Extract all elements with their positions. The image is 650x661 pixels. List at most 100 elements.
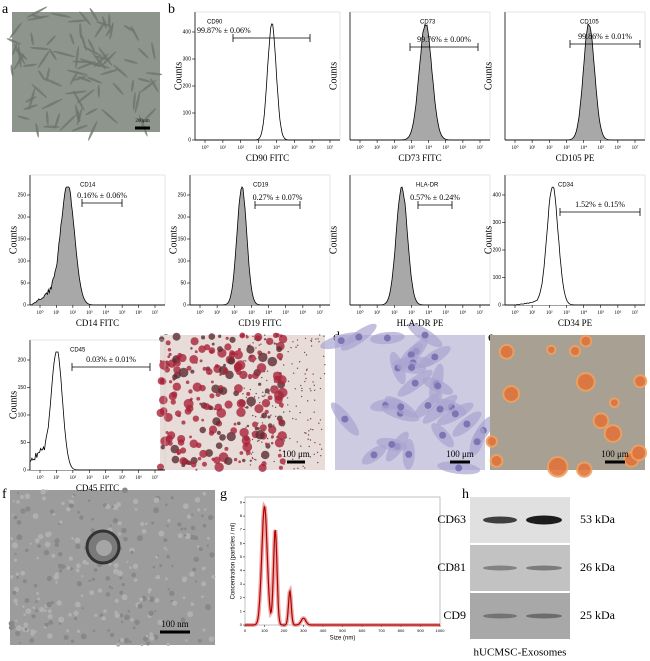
grain	[201, 566, 206, 571]
stain-spot	[201, 418, 205, 422]
gate-label: 99.76% ± 0.00%	[417, 35, 471, 44]
droplet	[592, 412, 610, 430]
stain-spot	[279, 378, 282, 381]
x-tick-label: 10²	[391, 145, 398, 151]
stain-spot	[261, 412, 268, 419]
stain-spot	[189, 439, 199, 448]
cell	[9, 22, 22, 39]
stain-spot	[226, 431, 236, 442]
stain-spot	[246, 424, 250, 428]
droplet	[608, 397, 620, 409]
grain	[108, 585, 112, 589]
grain	[198, 547, 203, 552]
x-tick-label: 10⁵	[291, 145, 298, 151]
stain-spot	[265, 442, 268, 446]
stain-spot	[313, 399, 316, 401]
stain-spot	[299, 411, 301, 414]
grain	[79, 515, 84, 520]
grain	[52, 512, 56, 516]
y-tick-label: 0	[23, 302, 26, 308]
grain	[186, 514, 192, 519]
grain	[75, 601, 81, 608]
droplet	[633, 374, 648, 389]
grain	[165, 503, 168, 506]
stain-spot	[252, 372, 259, 380]
grain	[57, 563, 64, 569]
grain	[68, 612, 72, 617]
panel-label: h	[462, 487, 469, 502]
x-tick-label: 600	[359, 628, 366, 633]
grain	[202, 523, 207, 528]
x-tick-label: 10⁵	[597, 310, 604, 316]
grain	[75, 568, 80, 573]
nucleus	[424, 401, 432, 409]
stain-spot	[255, 459, 257, 461]
cell	[45, 67, 50, 82]
stain-spot	[190, 347, 193, 350]
x-tick-label: 10³	[408, 145, 415, 151]
y-tick-label: 50	[180, 280, 186, 286]
grain	[47, 609, 52, 614]
scale-bar-label: 100 μm	[282, 449, 310, 459]
stain-spot	[159, 395, 168, 405]
stain-spot	[190, 461, 197, 468]
grain	[177, 522, 182, 527]
y-tick-label: 300	[183, 56, 192, 62]
y-axis-label: Counts	[483, 226, 494, 254]
grain	[119, 613, 124, 618]
stain-spot	[258, 429, 261, 432]
x-tick-label: 10⁵	[442, 145, 449, 151]
marker-label: CD90	[207, 20, 223, 26]
cell	[97, 84, 101, 98]
cell	[131, 79, 134, 92]
x-axis-label: HLA-DR PE	[397, 318, 444, 328]
grain	[166, 524, 169, 528]
grain	[15, 630, 21, 637]
grain	[130, 617, 134, 622]
grain	[16, 520, 22, 525]
grain	[128, 640, 132, 644]
stain-spot	[233, 350, 243, 360]
grain	[15, 625, 22, 632]
x-tick-label: 10⁷	[152, 475, 159, 481]
y-tick-label: 50	[20, 440, 26, 446]
grain	[22, 605, 25, 608]
grain	[108, 562, 112, 566]
stain-spot	[274, 381, 276, 383]
stain-spot	[156, 463, 164, 471]
stain-spot	[168, 352, 172, 357]
nucleus	[405, 450, 413, 458]
cell	[59, 114, 77, 131]
stain-spot	[296, 367, 299, 369]
grain	[156, 574, 161, 580]
x-axis-label: CD14 FITC	[76, 318, 119, 328]
stain-spot	[255, 347, 257, 349]
grain	[61, 501, 65, 506]
grain	[43, 626, 47, 629]
cell	[88, 120, 98, 141]
stain-spot	[214, 364, 219, 368]
stain-spot	[234, 362, 243, 371]
stain-spot	[246, 454, 248, 456]
stain-spot	[172, 363, 176, 367]
grain	[157, 619, 163, 626]
stain-spot	[237, 347, 241, 352]
x-tick-label: 10⁰	[356, 310, 363, 316]
stain-spot	[283, 440, 286, 442]
stain-spot	[208, 333, 216, 340]
stain-spot	[160, 379, 165, 383]
grain	[167, 588, 170, 591]
x-tick-label: 10¹	[53, 475, 60, 481]
stain-spot	[211, 384, 220, 394]
gate-label: 99.86% ± 0.01%	[578, 32, 632, 41]
stain-spot	[254, 338, 256, 341]
stain-spot	[281, 345, 283, 347]
blot-strip	[470, 593, 570, 639]
stain-spot	[259, 338, 261, 341]
stain-spot	[320, 448, 323, 450]
y-axis-label: Counts	[8, 391, 19, 419]
stain-spot	[210, 380, 214, 384]
stain-spot	[318, 422, 320, 424]
stain-spot	[261, 461, 267, 467]
grain	[166, 642, 170, 646]
